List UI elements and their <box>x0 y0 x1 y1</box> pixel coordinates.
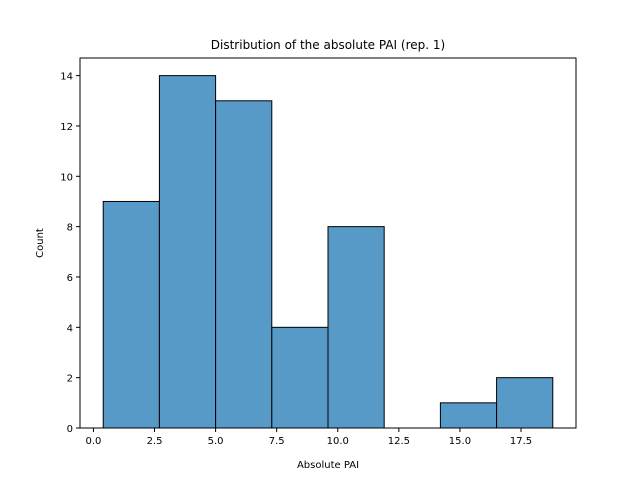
y-axis-ticks: 0 2 4 6 8 10 12 14 <box>60 72 80 435</box>
x-tick-label: 15.0 <box>449 436 471 447</box>
histogram-bar <box>496 377 554 429</box>
y-tick-label: 6 <box>67 273 73 284</box>
plot-frame <box>79 57 577 429</box>
histogram-bar <box>327 226 385 429</box>
y-tick-label: 12 <box>60 122 73 133</box>
histogram-bar <box>215 100 273 429</box>
y-tick-label: 10 <box>60 172 73 183</box>
x-tick-label: 5.0 <box>208 436 224 447</box>
x-tick-label: 17.5 <box>510 436 532 447</box>
y-tick-label: 2 <box>67 374 73 385</box>
x-tick-label: 7.5 <box>269 436 285 447</box>
x-axis-label: Absolute PAI <box>297 460 359 471</box>
x-tick-label: 10.0 <box>327 436 349 447</box>
y-tick-label: 8 <box>67 223 73 234</box>
x-tick-label: 2.5 <box>147 436 163 447</box>
histogram-bar <box>158 75 217 429</box>
y-tick-label: 0 <box>67 424 73 435</box>
y-tick-label: 14 <box>60 72 73 83</box>
histogram-bar <box>271 326 329 429</box>
x-axis-ticks: 0.0 2.5 5.0 7.5 10.0 12.5 15.0 17.5 <box>85 428 532 447</box>
chart-title: Distribution of the absolute PAI (rep. 1… <box>211 38 445 52</box>
histogram-bar <box>439 402 498 429</box>
y-axis-label: Count <box>35 228 46 258</box>
x-tick-label: 12.5 <box>388 436 410 447</box>
y-tick-label: 4 <box>67 323 73 334</box>
x-tick-label: 0.0 <box>85 436 101 447</box>
histogram-bars <box>102 75 554 429</box>
histogram-bar <box>102 200 160 429</box>
